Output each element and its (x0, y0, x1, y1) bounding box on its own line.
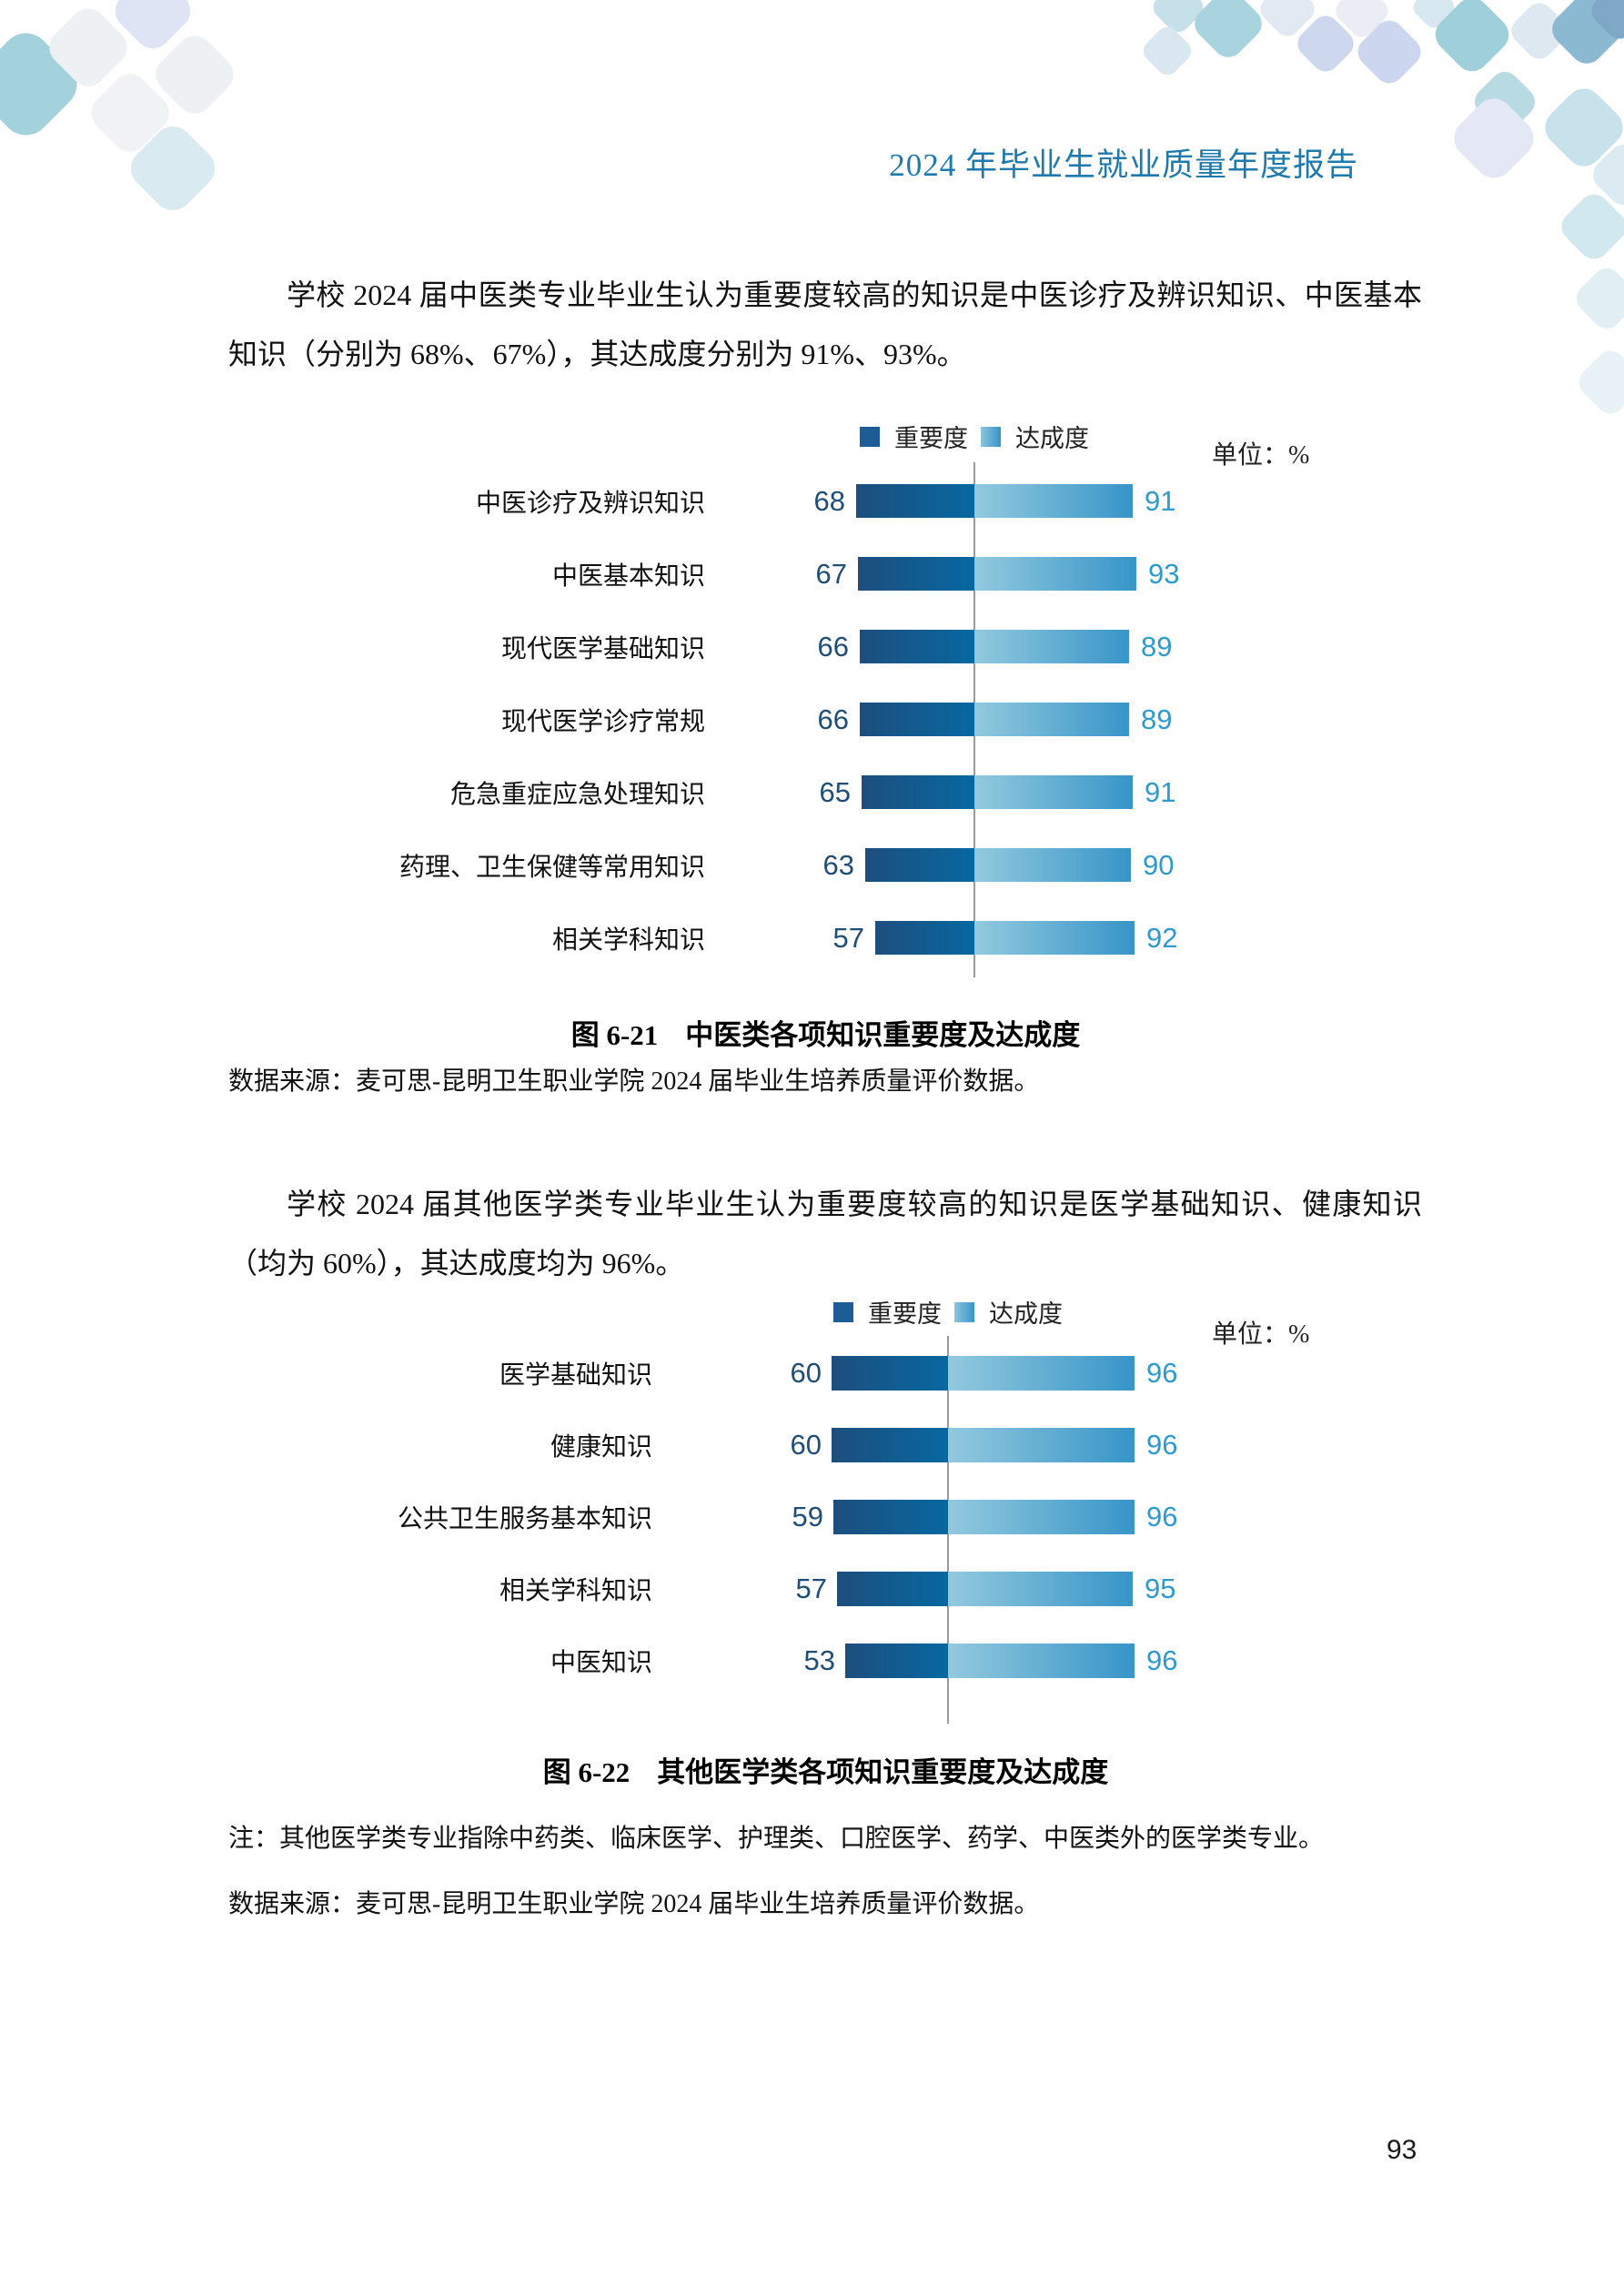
achievement-value: 93 (1148, 557, 1180, 590)
figure-number: 图 6-21 (570, 1019, 659, 1051)
importance-value: 57 (795, 1573, 827, 1604)
achievement-bar (948, 1572, 1133, 1606)
achievement-value: 92 (1146, 921, 1178, 954)
page-number: 93 (1387, 2135, 1417, 2165)
importance-bar (837, 1572, 948, 1606)
achievement-value: 96 (1146, 1644, 1178, 1676)
achievement-value: 89 (1141, 630, 1173, 663)
achievement-value: 95 (1145, 1573, 1176, 1604)
importance-value: 57 (832, 921, 864, 954)
paragraph-2-line-2: （均为 60%），其达成度均为 96%。 (228, 1247, 685, 1279)
importance-bar (845, 1644, 948, 1678)
importance-legend-label: 重要度 (868, 1300, 942, 1328)
achievement-value: 91 (1145, 775, 1176, 808)
importance-bar (875, 921, 974, 955)
category-label: 现代医学诊疗常规 (500, 707, 705, 736)
importance-value: 65 (819, 775, 851, 808)
achievement-bar (974, 557, 1136, 591)
achievement-bar (948, 1644, 1135, 1678)
category-label: 中医知识 (550, 1649, 652, 1677)
data-source-line-1: 数据来源：麦可思-昆明卫生职业学院 2024 届毕业生培养质量评价数据。 (228, 1067, 1040, 1096)
category-label: 相关学科知识 (499, 1577, 652, 1605)
achievement-value: 96 (1146, 1429, 1178, 1461)
achievement-value: 96 (1146, 1357, 1178, 1389)
achievement-value: 91 (1145, 484, 1176, 517)
importance-value: 68 (813, 484, 845, 517)
achievement-legend-label: 达成度 (1015, 425, 1089, 452)
importance-legend-swatch (860, 426, 880, 447)
data-source-line-2: 数据来源：麦可思-昆明卫生职业学院 2024 届毕业生培养质量评价数据。 (228, 1890, 1040, 1918)
figure-6-21-caption: 图 6-21 中医类各项知识重要度及达成度 (232, 1012, 1419, 1053)
category-label: 药理、卫生保健等常用知识 (398, 853, 705, 882)
chart-legend: 重要度 达成度 (833, 1294, 1063, 1330)
paragraph-2-line-1: 学校 2024 届其他医学类专业毕业生认为重要度较高的知识是医学基础知识、健康知… (287, 1188, 1422, 1220)
category-label: 公共卫生服务基本知识 (397, 1505, 652, 1533)
achievement-value: 90 (1143, 848, 1175, 881)
importance-bar (832, 1356, 948, 1391)
achievement-bar (974, 775, 1133, 809)
importance-bar (865, 848, 974, 882)
figure-title: 其他医学类各项知识重要度及达成度 (657, 1756, 1109, 1788)
category-label: 中医基本知识 (551, 561, 705, 591)
page-header-title: 2024 年毕业生就业质量年度报告 (889, 147, 1358, 183)
paragraph-1-line-1: 学校 2024 届中医类专业毕业生认为重要度较高的知识是中医诊疗及辨识知识、中医… (287, 278, 1422, 311)
importance-value: 53 (803, 1644, 835, 1676)
importance-value: 60 (790, 1357, 822, 1389)
importance-bar (860, 630, 974, 663)
category-label: 相关学科知识 (551, 925, 705, 955)
category-label: 现代医学基础知识 (500, 634, 705, 663)
importance-value: 60 (790, 1429, 822, 1461)
achievement-bar (974, 484, 1133, 518)
unit-label: 单位：% (1212, 1320, 1310, 1349)
achievement-bar (974, 848, 1131, 882)
importance-bar (833, 1500, 948, 1534)
achievement-legend-label: 达成度 (989, 1300, 1063, 1328)
achievement-bar (948, 1356, 1135, 1391)
figure-title: 中医类各项知识重要度及达成度 (685, 1019, 1081, 1051)
achievement-legend-swatch (981, 426, 1001, 447)
chart-note-line: 注：其他医学类专业指除中药类、临床医学、护理类、口腔医学、药学、中医类外的医学类… (228, 1825, 1325, 1853)
importance-bar (860, 703, 974, 736)
achievement-value: 89 (1141, 703, 1173, 735)
importance-bar (832, 1428, 948, 1462)
importance-bar (858, 557, 974, 591)
importance-bar (862, 775, 974, 809)
achievement-bar (948, 1500, 1135, 1534)
achievement-value: 96 (1146, 1501, 1178, 1532)
importance-value: 66 (817, 703, 849, 735)
importance-value: 67 (815, 557, 847, 590)
importance-bar (856, 484, 974, 518)
category-label: 医学基础知识 (499, 1361, 652, 1390)
category-label: 中医诊疗及辨识知识 (475, 489, 705, 518)
figure-number: 图 6-22 (542, 1756, 630, 1788)
achievement-legend-swatch (954, 1301, 974, 1322)
category-label: 健康知识 (550, 1433, 652, 1462)
achievement-bar (948, 1428, 1135, 1462)
achievement-bar (974, 630, 1129, 663)
category-label: 危急重症应急处理知识 (449, 780, 705, 809)
importance-legend-swatch (833, 1301, 853, 1322)
paragraph-1-line-2: 知识（分别为 68%、67%），其达成度分别为 91%、93%。 (228, 338, 966, 370)
achievement-bar (974, 703, 1129, 736)
importance-legend-label: 重要度 (894, 425, 968, 452)
unit-label: 单位：% (1212, 441, 1310, 470)
importance-value: 63 (822, 848, 854, 881)
achievement-bar (974, 921, 1135, 955)
importance-value: 66 (817, 630, 849, 663)
importance-value: 59 (792, 1501, 823, 1532)
chart-legend: 重要度 达成度 (860, 419, 1089, 454)
figure-6-22-caption: 图 6-22 其他医学类各项知识重要度及达成度 (232, 1749, 1419, 1790)
